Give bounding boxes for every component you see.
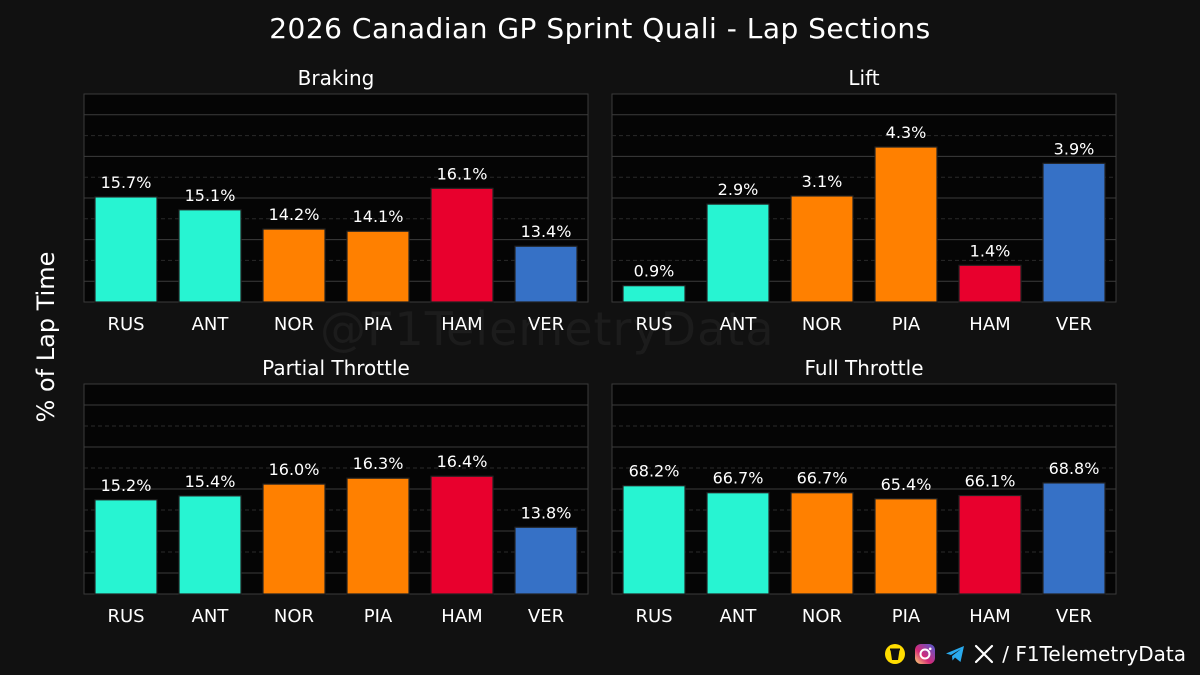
- bar-pia: [346, 477, 410, 595]
- x-tick-label: RUS: [107, 606, 144, 627]
- bar-nor: [790, 492, 854, 595]
- data-label: 68.2%: [629, 462, 680, 481]
- data-label: 0.9%: [634, 262, 675, 281]
- subplot-0: Braking 15.7% RUS 15.1% ANT 14.2% NOR 14.1% PIA 1…: [83, 66, 589, 335]
- telegram-icon[interactable]: [944, 643, 966, 665]
- x-tick-label: RUS: [635, 314, 672, 335]
- data-label: 15.4%: [185, 472, 236, 491]
- x-tick-label: PIA: [892, 314, 921, 335]
- x-tick-label: PIA: [364, 606, 393, 627]
- data-label: 14.1%: [353, 207, 404, 226]
- footer-handle: / F1TelemetryData: [1002, 642, 1186, 666]
- instagram-icon[interactable]: [914, 643, 936, 665]
- data-label: 15.2%: [101, 476, 152, 495]
- x-tick-label: VER: [528, 314, 564, 335]
- bar-ham: [958, 264, 1022, 303]
- bar-ham: [430, 475, 494, 595]
- bar-ver: [514, 526, 578, 595]
- x-tick-label: NOR: [802, 314, 842, 335]
- subplot-title: Braking: [298, 66, 375, 90]
- subplot-1: Lift 0.9% RUS 2.9% ANT 3.1% NOR 4.3% PIA 1.4% HAM 3…: [611, 66, 1117, 335]
- x-tick-label: PIA: [892, 606, 921, 627]
- x-tick-label: HAM: [441, 314, 482, 335]
- x-tick-label: NOR: [274, 606, 314, 627]
- bar-pia: [346, 230, 410, 303]
- bar-ver: [514, 245, 578, 303]
- x-tick-label: NOR: [802, 606, 842, 627]
- bar-ant: [178, 209, 242, 303]
- bar-ver: [1042, 482, 1106, 595]
- data-label: 16.0%: [269, 460, 320, 479]
- data-label: 3.9%: [1054, 139, 1095, 158]
- x-tick-label: VER: [1056, 314, 1092, 335]
- x-tick-label: VER: [528, 606, 564, 627]
- bar-ham: [430, 187, 494, 303]
- bar-ham: [958, 494, 1022, 595]
- x-tick-label: HAM: [969, 606, 1010, 627]
- data-label: 15.7%: [101, 173, 152, 192]
- x-tick-label: ANT: [192, 314, 230, 335]
- data-label: 66.1%: [965, 472, 1016, 491]
- buymeacoffee-icon[interactable]: [884, 643, 906, 665]
- subplot-2: Partial Throttle 15.2% RUS 15.4% ANT 16.0% NOR…: [83, 356, 589, 627]
- bar-nor: [262, 483, 326, 595]
- data-label: 15.1%: [185, 186, 236, 205]
- data-label: 66.7%: [713, 469, 764, 488]
- data-label: 13.8%: [521, 503, 572, 522]
- subplot-title: Lift: [848, 66, 879, 90]
- subplot-3: Full Throttle 68.2% RUS 66.7% ANT 66.7% NOR 65.…: [611, 356, 1117, 627]
- x-tick-label: VER: [1056, 606, 1092, 627]
- footer: / F1TelemetryData: [884, 641, 1186, 667]
- bar-nor: [262, 228, 326, 303]
- x-tick-label: RUS: [635, 606, 672, 627]
- data-label: 2.9%: [718, 180, 759, 199]
- bar-nor: [790, 195, 854, 303]
- x-tick-label: ANT: [192, 606, 230, 627]
- bar-ant: [178, 495, 242, 595]
- data-label: 16.1%: [437, 164, 488, 183]
- data-label: 16.3%: [353, 454, 404, 473]
- x-tick-label: ANT: [720, 606, 758, 627]
- bar-rus: [94, 196, 158, 303]
- watermark: @F1TelemetryData: [320, 302, 775, 356]
- subplot-title: Partial Throttle: [262, 356, 410, 380]
- data-label: 13.4%: [521, 222, 572, 241]
- x-icon[interactable]: [974, 644, 994, 664]
- bar-rus: [622, 285, 686, 303]
- x-tick-label: RUS: [107, 314, 144, 335]
- bar-pia: [874, 146, 938, 303]
- data-label: 16.4%: [437, 452, 488, 471]
- data-label: 4.3%: [886, 123, 927, 142]
- bar-rus: [622, 485, 686, 595]
- subplot-title: Full Throttle: [804, 356, 923, 380]
- x-tick-label: HAM: [441, 606, 482, 627]
- bar-ant: [706, 492, 770, 595]
- x-tick-label: PIA: [364, 314, 393, 335]
- data-label: 68.8%: [1049, 459, 1100, 478]
- x-tick-label: HAM: [969, 314, 1010, 335]
- x-tick-label: ANT: [720, 314, 758, 335]
- data-label: 66.7%: [797, 469, 848, 488]
- x-tick-label: NOR: [274, 314, 314, 335]
- chart-title: 2026 Canadian GP Sprint Quali - Lap Sect…: [269, 12, 931, 45]
- data-label: 1.4%: [970, 241, 1011, 260]
- bar-ant: [706, 203, 770, 303]
- bar-rus: [94, 499, 158, 595]
- bar-pia: [874, 498, 938, 595]
- bar-ver: [1042, 162, 1106, 303]
- data-label: 3.1%: [802, 172, 843, 191]
- data-label: 65.4%: [881, 475, 932, 494]
- data-label: 14.2%: [269, 205, 320, 224]
